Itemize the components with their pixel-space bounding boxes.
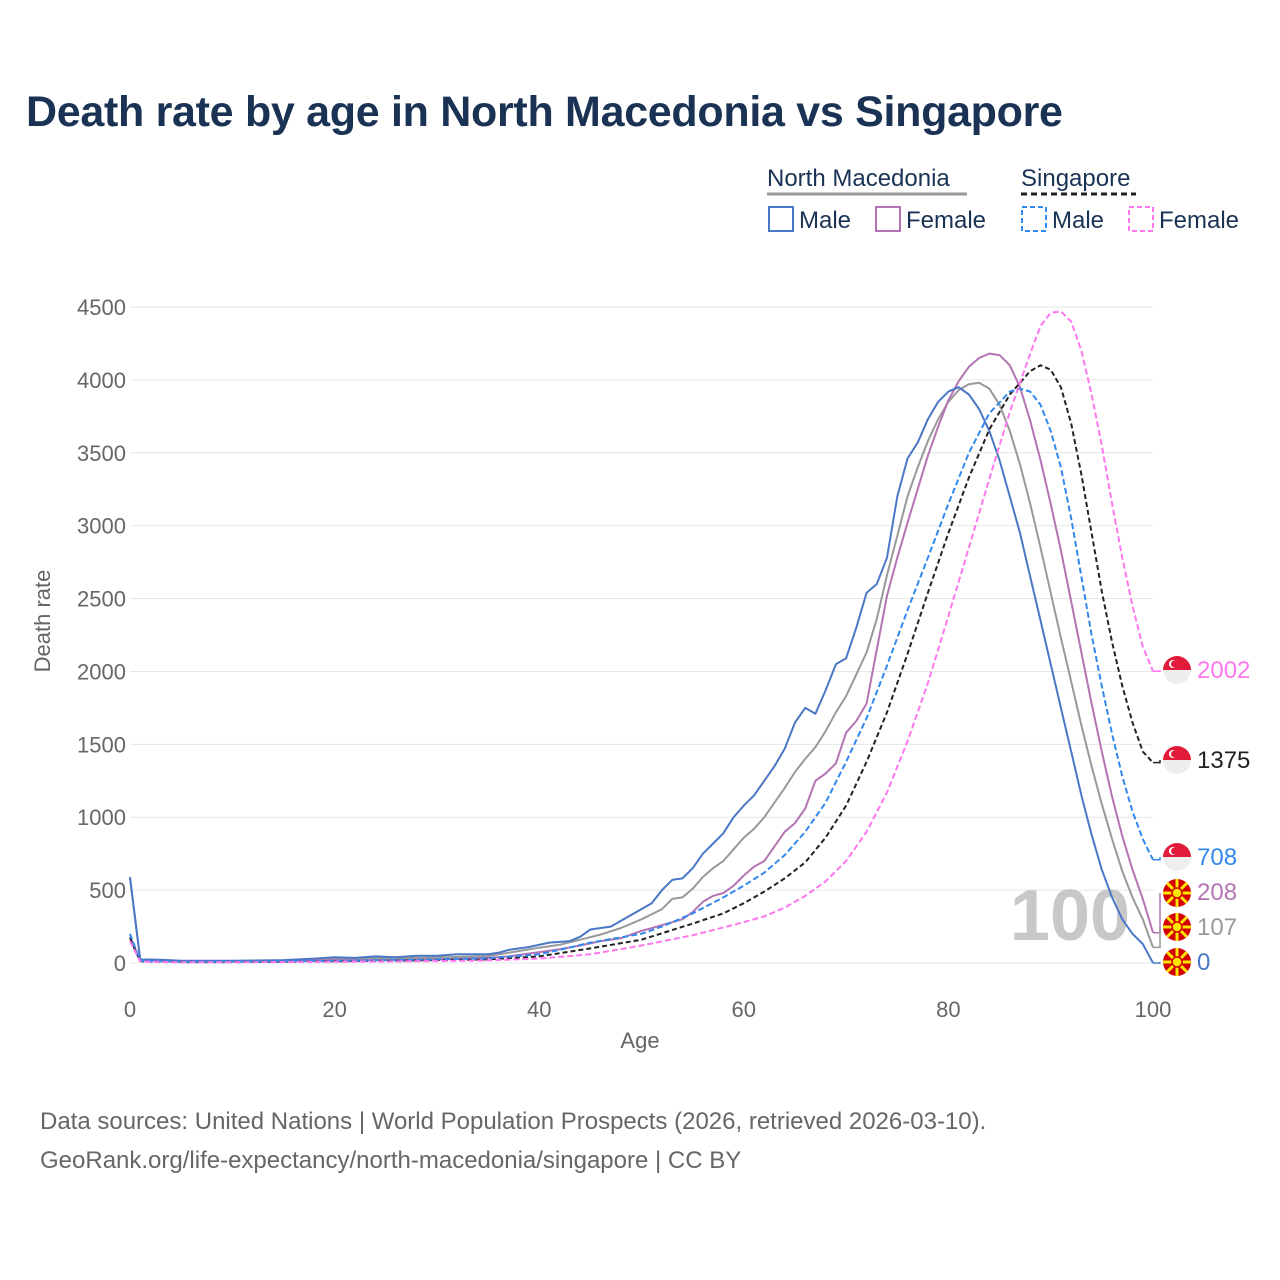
end-value-label: 2002 [1197, 657, 1250, 684]
legend-group-north-macedonia: North Macedonia [767, 165, 950, 192]
end-label-connector [1153, 760, 1161, 764]
north-macedonia-flag-icon [1163, 913, 1191, 941]
end-value-label: 1375 [1197, 747, 1250, 774]
legend[interactable]: North Macedonia Singapore Male Female Ma… [767, 165, 1239, 234]
y-tick-label: 4000 [77, 368, 126, 393]
series-line-sg-total[interactable] [129, 364, 1154, 964]
footer-sources: Data sources: United Nations | World Pop… [40, 1108, 987, 1135]
y-tick-label: 0 [114, 951, 126, 976]
footer-credit[interactable]: GeoRank.org/life-expectancy/north-macedo… [40, 1147, 742, 1174]
x-tick-label: 0 [124, 997, 136, 1022]
legend-sg-male-label: Male [1052, 207, 1104, 234]
singapore-flag-icon [1163, 843, 1191, 871]
series-line-nm-total[interactable] [129, 381, 1154, 963]
end-label-connector [1153, 893, 1161, 934]
end-value-label: 0 [1197, 949, 1210, 976]
age-watermark: 100 [1010, 876, 1130, 956]
end-label-connector [1153, 670, 1161, 672]
end-label-connector [1153, 857, 1161, 861]
x-axis-title: Age [620, 1028, 659, 1053]
x-tick-label: 80 [936, 997, 960, 1022]
series-line-sg-male[interactable] [129, 387, 1154, 963]
singapore-flag-icon [1163, 746, 1191, 774]
series-line-sg-female[interactable] [129, 310, 1154, 964]
y-tick-label: 1000 [77, 805, 126, 830]
legend-sg-female-swatch[interactable] [1128, 206, 1154, 232]
y-tick-label: 2000 [77, 659, 126, 684]
x-tick-label: 60 [732, 997, 756, 1022]
y-tick-label: 2500 [77, 587, 126, 612]
legend-nm-male-label: Male [799, 207, 851, 234]
series-lines [129, 310, 1154, 964]
y-tick-label: 4500 [77, 295, 126, 320]
end-label-connector [1153, 927, 1161, 949]
y-tick-label: 3000 [77, 514, 126, 539]
series-line-nm-female[interactable] [129, 352, 1154, 963]
y-tick-label: 500 [89, 878, 126, 903]
y-tick-label: 1500 [77, 732, 126, 757]
end-label-connector [1153, 962, 1161, 964]
north-macedonia-flag-icon [1163, 879, 1191, 907]
legend-sg-male-swatch[interactable] [1021, 206, 1047, 232]
singapore-flag-icon [1163, 656, 1191, 684]
legend-nm-male-swatch[interactable] [768, 206, 794, 232]
axis-ticks: 0 500 1000 1500 2000 2500 3000 3500 4000 4500 0 20 4… [77, 295, 1171, 1022]
legend-group-singapore: Singapore [1021, 165, 1130, 192]
legend-nm-female-label: Female [906, 207, 986, 234]
chart-title: Death rate by age in North Macedonia vs … [26, 88, 1063, 136]
y-tick-label: 3500 [77, 441, 126, 466]
x-tick-label: 40 [527, 997, 551, 1022]
x-tick-label: 100 [1135, 997, 1172, 1022]
legend-nm-female-swatch[interactable] [875, 206, 901, 232]
end-value-label: 107 [1197, 914, 1237, 941]
end-labels: 2002 1375 708 208 107 0 [1153, 656, 1250, 976]
legend-sg-female-label: Female [1159, 207, 1239, 234]
x-tick-label: 20 [322, 997, 346, 1022]
north-macedonia-flag-icon [1163, 948, 1191, 976]
end-value-label: 708 [1197, 844, 1237, 871]
gridlines [130, 306, 1153, 964]
series-line-nm-male[interactable] [129, 386, 1154, 964]
y-axis-title: Death rate [30, 570, 55, 673]
end-value-label: 208 [1197, 879, 1237, 906]
